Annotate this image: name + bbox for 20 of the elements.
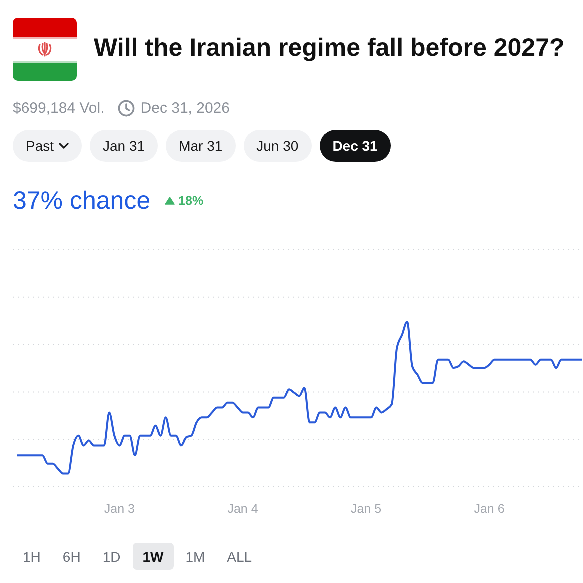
text: 37% chance — [13, 186, 151, 216]
text: ALL — [227, 548, 252, 564]
text: 6H — [62, 548, 81, 564]
pill-button: Dec 31 — [320, 130, 391, 162]
x-tick-label: Jan 5 — [350, 502, 382, 516]
chart-title: Will the Iranian regime fall before 2027? — [94, 34, 565, 62]
text: Dec 31, 2026 — [140, 100, 230, 116]
text: $699,184 Vol. — [13, 100, 105, 116]
x-tick-label: Jan 3 — [104, 502, 136, 516]
x-tick-label: Jan 6 — [474, 502, 505, 516]
tab-button: 1W — [132, 543, 174, 570]
pill-button: Jun 30 — [244, 130, 312, 162]
x-tick-label: Jan 4 — [228, 502, 258, 516]
text: 1H — [23, 548, 41, 564]
pill-button: Jan 31 — [90, 130, 158, 162]
pill-button: Past — [13, 130, 82, 162]
text: 18% — [178, 194, 204, 208]
text: 1D — [102, 548, 121, 564]
text: 1M — [186, 548, 206, 564]
pill-button: Mar 31 — [166, 130, 236, 162]
